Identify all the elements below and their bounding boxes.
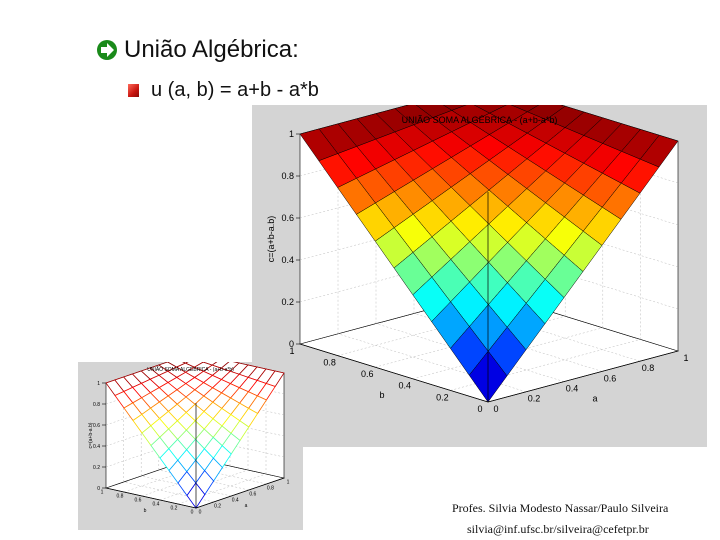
grid-line bbox=[375, 323, 565, 382]
b-tick-label: 0.8 bbox=[323, 358, 336, 368]
grid-line bbox=[489, 166, 679, 226]
a-tick-label: 0.4 bbox=[232, 498, 239, 504]
z-axis-label: c=(a+b-a.b) bbox=[266, 216, 276, 263]
b-tick-label: 0.6 bbox=[361, 369, 374, 379]
b-axis-line bbox=[299, 343, 489, 403]
b-axis-label: b bbox=[144, 508, 147, 514]
a-axis-line bbox=[487, 350, 679, 403]
grid-line bbox=[451, 303, 641, 362]
z-tick-label: 0.8 bbox=[281, 171, 294, 181]
grid-line bbox=[412, 327, 603, 379]
z-tick-label: 0 bbox=[289, 339, 294, 349]
a-tick-label: 0.2 bbox=[528, 394, 541, 404]
a-tick-label: 0.4 bbox=[566, 384, 579, 394]
z-tick-label: 0.4 bbox=[281, 255, 294, 265]
b-tick-label: 1 bbox=[101, 490, 104, 496]
grid-line bbox=[299, 166, 491, 219]
z-axis-label: c=(a+b-a.b) bbox=[88, 422, 94, 448]
surface-plot: 00.20.40.60.8100.20.40.60.8100.20.40.60.… bbox=[252, 105, 707, 447]
grid-line bbox=[489, 208, 679, 268]
square-bullet-icon bbox=[128, 84, 139, 97]
a-axis-line bbox=[195, 477, 285, 509]
grid-line bbox=[299, 250, 491, 303]
formula-bullet: u (a, b) = a+b - a*b bbox=[128, 79, 319, 102]
formula-text: u (a, b) = a+b - a*b bbox=[151, 79, 319, 101]
a-tick-label: 0.6 bbox=[249, 492, 256, 498]
b-tick-label: 0.4 bbox=[399, 381, 412, 391]
slide-title: União Algébrica: bbox=[124, 36, 299, 63]
grid-line bbox=[413, 313, 603, 372]
a-tick-label: 1 bbox=[287, 480, 290, 486]
b-tick-label: 0.6 bbox=[135, 498, 142, 504]
b-tick-label: 1 bbox=[289, 346, 294, 356]
grid-line bbox=[123, 481, 214, 503]
grid-line bbox=[299, 208, 491, 261]
a-tick-label: 0 bbox=[493, 404, 498, 414]
a-axis-label: a bbox=[245, 503, 248, 509]
arrow-right-icon bbox=[97, 40, 117, 60]
z-tick-label: 0.6 bbox=[93, 423, 100, 429]
b-tick-label: 0 bbox=[477, 404, 482, 414]
z-tick-label: 0.2 bbox=[281, 297, 294, 307]
grid-line bbox=[375, 316, 566, 368]
a-axis-label: a bbox=[592, 394, 597, 404]
b-axis-label: b bbox=[379, 390, 384, 400]
credit-emails: silvia@inf.ufsc.br/silveira@cefetpr.br bbox=[467, 522, 649, 536]
a-tick-label: 0.8 bbox=[267, 486, 274, 492]
b-tick-label: 0.2 bbox=[436, 392, 449, 402]
z-tick-label: 1 bbox=[97, 381, 100, 387]
chart-title: UNIÃO SOMA ALGÉBRICA - (a+b-a*b) bbox=[147, 366, 234, 373]
z-tick-label: 0.4 bbox=[93, 444, 100, 450]
mesh-plot: 00.20.40.60.8100.20.40.60.8100.20.40.60.… bbox=[78, 362, 303, 530]
z-tick-label: 0 bbox=[97, 486, 100, 492]
a-tick-label: 0.2 bbox=[214, 504, 221, 510]
a-tick-label: 1 bbox=[683, 353, 688, 363]
grid-line bbox=[177, 473, 267, 505]
grid-line bbox=[337, 304, 528, 356]
z-tick-label: 0.8 bbox=[93, 402, 100, 408]
grid-line bbox=[141, 475, 232, 497]
b-tick-label: 0.2 bbox=[171, 506, 178, 512]
a-tick-label: 0 bbox=[199, 510, 202, 516]
a-tick-label: 0.6 bbox=[604, 373, 617, 383]
chart-title: UNIÃO SOMA ALGÉBRICA - (a+b-a*b) bbox=[402, 115, 558, 125]
title-bullet: União Algébrica: bbox=[96, 36, 299, 64]
z-tick-label: 0.2 bbox=[93, 465, 100, 471]
b-tick-label: 0.8 bbox=[117, 494, 124, 500]
z-tick-label: 0.6 bbox=[281, 213, 294, 223]
b-tick-label: 0 bbox=[191, 510, 194, 516]
b-axis-line bbox=[105, 487, 197, 509]
z-tick-label: 1 bbox=[289, 129, 294, 139]
grid-line bbox=[159, 469, 249, 501]
a-tick-label: 0.8 bbox=[642, 363, 655, 373]
b-tick-label: 0.4 bbox=[153, 502, 160, 508]
credit-names: Profes. Silvia Modesto Nassar/Paulo Silv… bbox=[452, 501, 669, 515]
grid-line bbox=[489, 250, 679, 310]
